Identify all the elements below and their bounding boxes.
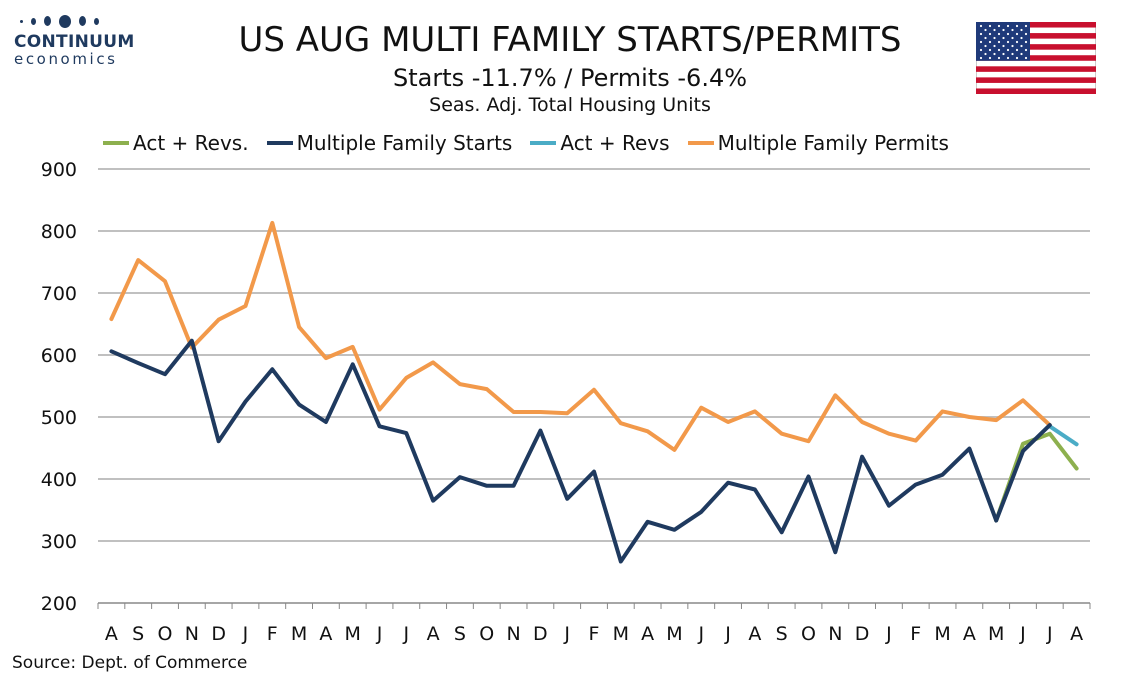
x-tick-label: D (211, 623, 226, 645)
x-tick-label: J (1046, 623, 1053, 645)
x-tick-label: M (666, 623, 682, 645)
x-tick-label: A (963, 623, 976, 645)
x-tick-label: M (934, 623, 950, 645)
y-tick-label: 400 (41, 469, 77, 491)
series-line-multiple-family-permits (109, 220, 1052, 452)
x-tick-label: O (801, 623, 816, 645)
x-tick-label: J (403, 623, 410, 645)
x-tick-label: J (724, 623, 731, 645)
us-flag-icon (976, 22, 1096, 94)
chart-legend: Act + Revs. Multiple Family Starts Act +… (103, 131, 967, 155)
x-tick-label: F (589, 623, 600, 645)
x-tick-label: A (1070, 623, 1083, 645)
legend-label: Multiple Family Starts (296, 131, 513, 155)
brand-sub: economics (14, 50, 118, 68)
logo-dots-icon (20, 14, 134, 28)
x-tick-label: D (533, 623, 548, 645)
legend-label: Act + Revs. (133, 131, 249, 155)
x-tick-label: N (828, 623, 842, 645)
legend-item-permits: Multiple Family Permits (687, 131, 949, 155)
x-tick-label: O (479, 623, 494, 645)
legend-item-act-revs-starts: Act + Revs. (103, 131, 249, 155)
x-tick-label: M (291, 623, 307, 645)
x-tick-label: A (105, 623, 118, 645)
x-tick-label: J (376, 623, 383, 645)
x-tick-label: N (506, 623, 520, 645)
x-tick-label: J (697, 623, 704, 645)
brand-name: CONTINUUM (14, 32, 135, 52)
legend-swatch (266, 141, 293, 145)
x-tick-label: J (563, 623, 570, 645)
x-tick-label: S (776, 623, 788, 645)
x-tick-label: S (132, 623, 144, 645)
x-tick-label: M (344, 623, 360, 645)
legend-label: Multiple Family Permits (717, 131, 949, 155)
series-line-act-revs (994, 431, 1079, 523)
x-tick-label: M (988, 623, 1004, 645)
source-note: Source: Dept. of Commerce (12, 653, 248, 673)
y-tick-label: 200 (41, 593, 77, 615)
x-tick-label: M (613, 623, 629, 645)
x-tick-label: A (319, 623, 332, 645)
continuum-logo: CONTINUUM economics (14, 14, 134, 68)
y-tick-label: 600 (41, 345, 77, 367)
x-tick-label: J (242, 623, 249, 645)
x-tick-label: F (910, 623, 921, 645)
x-tick-label: F (267, 623, 278, 645)
y-tick-label: 500 (41, 407, 77, 429)
chart-subtitle-units: Seas. Adj. Total Housing Units (429, 94, 711, 116)
series-line-act-revs (1047, 424, 1079, 447)
x-tick-label: A (641, 623, 654, 645)
y-tick-label: 700 (41, 283, 77, 305)
y-tick-label: 900 (41, 159, 77, 181)
y-tick-label: 300 (41, 531, 77, 553)
chart-subtitle: Starts -11.7% / Permits -6.4% (392, 64, 748, 92)
y-tick-label: 800 (41, 221, 77, 243)
x-tick-label: A (427, 623, 440, 645)
x-tick-label: O (158, 623, 173, 645)
legend-swatch (530, 141, 557, 145)
x-tick-label: N (185, 623, 199, 645)
x-tick-label: J (1019, 623, 1026, 645)
x-tick-label: A (748, 623, 761, 645)
legend-item-act-revs-permits: Act + Revs (530, 131, 670, 155)
x-tick-label: S (454, 623, 466, 645)
x-tick-label: J (885, 623, 892, 645)
legend-swatch (687, 141, 714, 145)
legend-swatch (103, 141, 129, 145)
series-line-multiple-family-starts (109, 338, 1052, 564)
legend-item-starts: Multiple Family Starts (266, 131, 513, 155)
x-tick-label: D (855, 623, 870, 645)
legend-label: Act + Revs (560, 131, 670, 155)
chart-title: US AUG MULTI FAMILY STARTS/PERMITS (238, 20, 902, 60)
